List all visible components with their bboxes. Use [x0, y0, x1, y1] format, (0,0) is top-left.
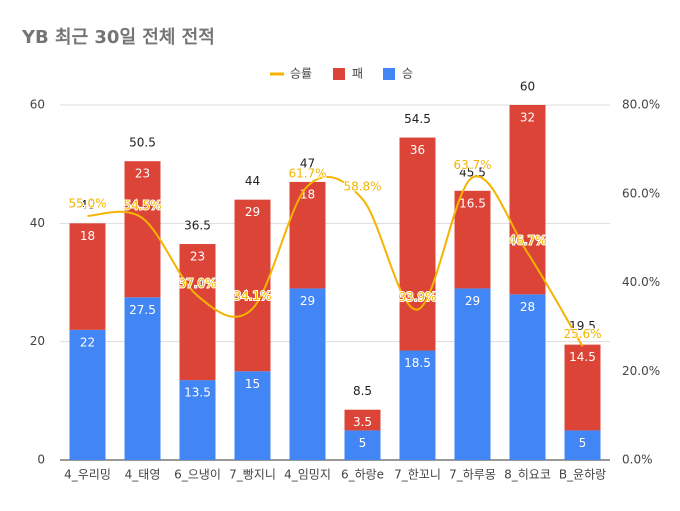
y2-tick-label: 40.0%	[622, 275, 660, 289]
bar-label: 23	[135, 167, 150, 181]
legend-label: 패	[352, 67, 363, 81]
x-tick-label: 7_한꼬니	[394, 468, 441, 482]
bar-label: 15	[245, 377, 260, 391]
bar-label: 3.5	[353, 415, 372, 429]
total-label: 44	[245, 174, 260, 188]
bar-label: 18	[80, 229, 95, 243]
total-label: 8.5	[353, 384, 372, 398]
y-tick-label: 0	[37, 453, 45, 467]
bar-segment	[69, 329, 106, 460]
total-label: 50.5	[129, 136, 156, 150]
x-tick-label: 4_태영	[125, 468, 161, 482]
bar-segment	[509, 105, 546, 295]
bar-segment	[509, 294, 546, 460]
y2-tick-label: 80.0%	[622, 98, 660, 112]
bar-segment	[399, 350, 436, 460]
bar-segment	[69, 223, 106, 330]
bar-label: 32	[520, 111, 535, 125]
bar-segment	[234, 199, 271, 372]
bar-segment	[564, 430, 601, 460]
x-tick-label: 6_하랑e	[341, 468, 384, 482]
bar-label: 23	[190, 250, 205, 264]
line-label: 46.7%	[508, 233, 546, 247]
chart-title: YB 최근 30일 전체 전적	[21, 27, 215, 48]
legend-label: 승률	[290, 67, 312, 81]
x-tick-label: 4_우리밍	[64, 468, 111, 482]
y-tick-label: 40	[30, 216, 45, 230]
bar-label: 13.5	[184, 386, 211, 400]
bar-label: 22	[80, 335, 95, 349]
bar-label: 14.5	[569, 350, 596, 364]
line-label: 61.7%	[288, 167, 326, 181]
total-label: 60	[520, 80, 535, 94]
bar-segment	[289, 288, 326, 460]
y-tick-label: 20	[30, 334, 45, 348]
x-tick-label: 8_히요코	[504, 468, 551, 482]
total-label: 54.5	[404, 112, 431, 126]
bar-label: 36	[410, 143, 425, 157]
bar-segment	[124, 297, 161, 460]
bar-label: 28	[520, 300, 535, 314]
line	[87, 175, 584, 347]
line-label: 54.5%	[123, 199, 161, 213]
x-tick-label: 4_임밍지	[284, 468, 331, 482]
bar-label: 29	[465, 294, 480, 308]
bar-segment	[179, 244, 216, 381]
bar-label: 18.5	[404, 356, 431, 370]
legend-swatch	[383, 68, 395, 80]
bar-segment	[399, 137, 436, 351]
bar-segment	[454, 190, 491, 289]
x-tick-label: 7_빵지니	[229, 468, 276, 482]
line-label: 58.8%	[343, 180, 381, 194]
line-label: 37.0%	[178, 276, 216, 290]
bar-label: 27.5	[129, 303, 156, 317]
x-tick-label: B_윤하랑	[559, 468, 606, 482]
bar-label: 29	[245, 205, 260, 219]
bar-segment	[124, 161, 161, 298]
bar-label: 29	[300, 294, 315, 308]
bar-segment	[179, 380, 216, 460]
bar-segment	[344, 409, 381, 431]
line-label: 55.0%	[68, 196, 106, 210]
total-label: 19.5	[569, 319, 596, 333]
x-tick-label: 7_하루몽	[449, 468, 496, 482]
y2-tick-label: 60.0%	[622, 186, 660, 200]
bar-segment	[234, 371, 271, 460]
total-label: 47	[300, 156, 315, 170]
legend-label: 승	[402, 67, 413, 81]
bar-label: 5	[579, 436, 587, 450]
x-tick-label: 6_으냉이	[174, 468, 221, 482]
line-label: 25.6%	[563, 327, 601, 341]
bar-segment	[564, 344, 601, 431]
line-label: 63.7%	[453, 158, 491, 172]
y2-tick-label: 20.0%	[622, 364, 660, 378]
y2-tick-label: 0.0%	[622, 453, 653, 467]
line-label: 34.1%	[233, 289, 271, 303]
bar-label: 16.5	[459, 196, 486, 210]
total-label: 36.5	[184, 219, 211, 233]
bar-segment	[344, 430, 381, 460]
bar-segment	[454, 288, 491, 460]
total-label: 40	[80, 198, 95, 212]
y-tick-label: 60	[30, 98, 45, 112]
bar-segment	[289, 181, 326, 289]
line-label: 33.9%	[398, 290, 436, 304]
bar-label: 5	[359, 436, 367, 450]
legend-swatch	[333, 68, 345, 80]
